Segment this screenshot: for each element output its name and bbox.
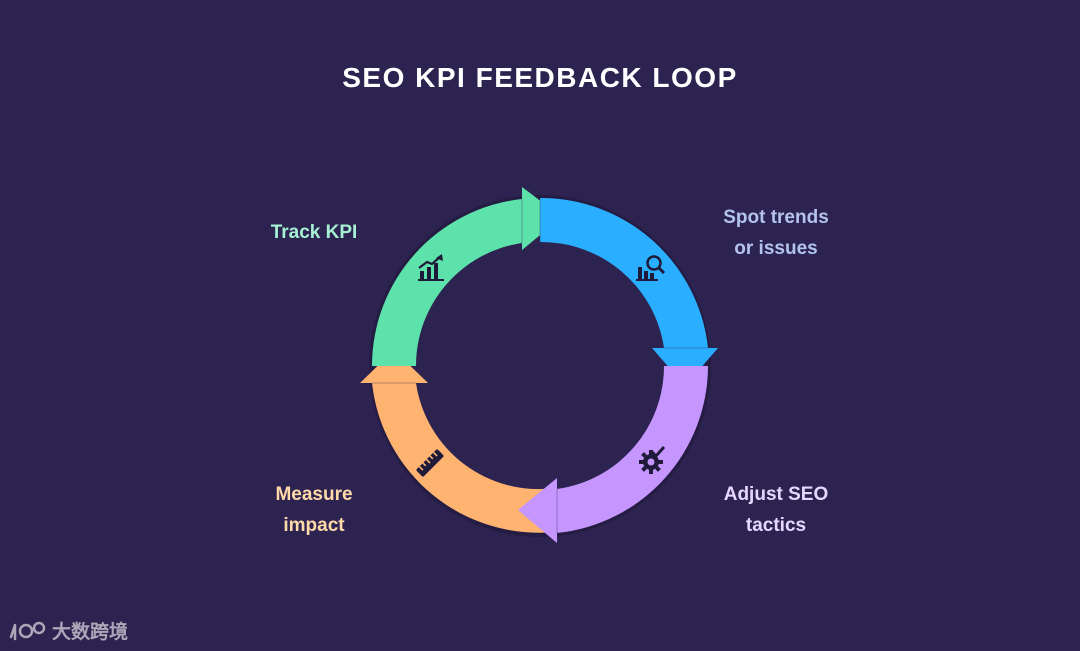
label-measure-impact: Measure impact bbox=[232, 479, 396, 541]
watermark-text: 大数跨境 bbox=[52, 622, 129, 643]
label-spot-line-1: Spot trends bbox=[723, 207, 829, 228]
label-adjust-seo: Adjust SEO tactics bbox=[694, 479, 858, 541]
arc-measure bbox=[360, 350, 555, 533]
growth-chart-icon bbox=[418, 254, 444, 281]
label-adjust-line-1: Adjust SEO bbox=[723, 484, 829, 505]
watermark: 大数跨境 bbox=[8, 617, 128, 644]
100-logo-icon bbox=[9, 621, 46, 640]
separator-lines bbox=[372, 198, 708, 533]
arc-adjust bbox=[518, 366, 708, 543]
arc-spot bbox=[540, 197, 718, 386]
label-spot-trends: Spot trends or issues bbox=[694, 202, 858, 264]
arc-track bbox=[372, 187, 562, 366]
label-measure-line-1: Measure bbox=[275, 484, 353, 505]
chart-magnifier-icon bbox=[636, 255, 666, 281]
page-title: SEO KPI FEEDBACK LOOP bbox=[342, 62, 738, 93]
gear-check-icon bbox=[639, 446, 666, 474]
label-adjust-line-2: tactics bbox=[745, 515, 807, 536]
label-measure-line-2: impact bbox=[283, 515, 345, 536]
ruler-icon bbox=[416, 449, 444, 477]
label-track-line-1: Track KPI bbox=[270, 222, 358, 243]
label-track-kpi: Track KPI bbox=[246, 217, 382, 248]
label-spot-line-2: or issues bbox=[734, 238, 818, 259]
